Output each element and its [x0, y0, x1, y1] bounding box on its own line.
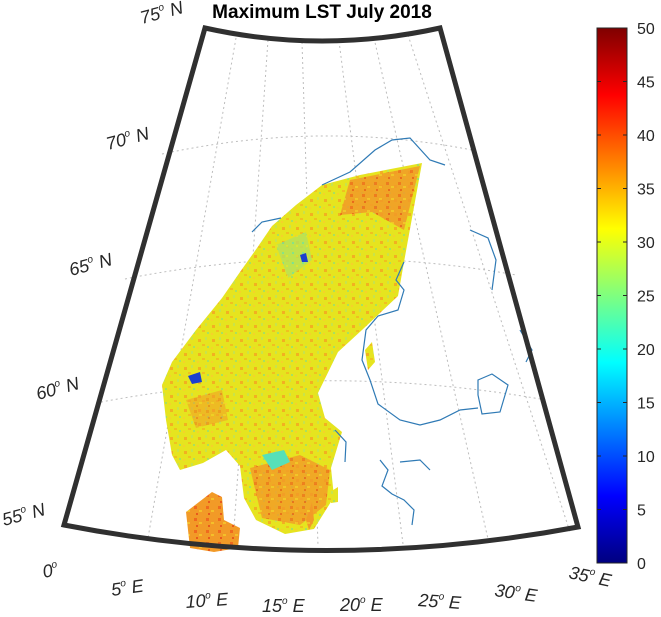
- map-frame: [60, 25, 582, 553]
- lst-cold-spot-2: [188, 372, 202, 384]
- colorbar-tick-label: 25: [637, 289, 655, 306]
- lst-cool-mountains: [276, 232, 312, 278]
- svg-text:20o E: 20o E: [339, 595, 384, 615]
- map-title: Maximum LST July 2018: [212, 2, 432, 23]
- lon-label-0: 0o: [41, 559, 61, 582]
- lst-denmark: [186, 492, 240, 552]
- lon-label-15: 15o E: [262, 596, 306, 616]
- colorbar-tick-label: 30: [637, 235, 655, 252]
- colorbar-tick-label: 50: [637, 21, 655, 38]
- lst-raster: [162, 163, 422, 552]
- svg-text:70o N: 70o N: [104, 123, 152, 154]
- lst-gotland: [330, 487, 338, 503]
- svg-text:65o N: 65o N: [67, 249, 115, 280]
- latitude-labels: 75o N 70o N 65o N 60o N 55o N: [0, 0, 186, 530]
- svg-text:75o N: 75o N: [138, 0, 186, 28]
- colorbar-tick-label: 40: [637, 128, 655, 145]
- lat-label-75: 75o N: [138, 0, 186, 28]
- colorbar-tick-label: 45: [637, 75, 655, 92]
- colorbar: 0 5 10 15 20 25 30 35 40 45 50: [596, 21, 655, 573]
- colorbar-tick-label: 20: [637, 342, 655, 359]
- svg-text:30o E: 30o E: [493, 580, 539, 606]
- lon-label-25: 25o E: [417, 590, 463, 613]
- svg-text:0o: 0o: [41, 559, 61, 582]
- lst-cold-spot-1: [300, 253, 308, 262]
- colorbar-tick-label: 35: [637, 182, 655, 199]
- lon-label-35: 35o E: [567, 562, 614, 591]
- colorbar-tick-label: 5: [637, 503, 646, 520]
- lat-label-65: 65o N: [67, 249, 115, 280]
- lst-scandinavia: [162, 163, 422, 534]
- svg-text:15o E: 15o E: [262, 596, 306, 616]
- lst-cool-lakes: [262, 450, 290, 470]
- colorbar-tick-label: 15: [637, 396, 655, 413]
- lst-warm-north: [340, 166, 420, 230]
- lon-label-20: 20o E: [339, 595, 384, 615]
- svg-text:55o N: 55o N: [0, 499, 48, 530]
- svg-text:60o N: 60o N: [34, 373, 82, 404]
- lst-warm-west: [186, 390, 228, 428]
- lon-label-30: 30o E: [493, 580, 539, 606]
- colorbar-tick-label: 10: [637, 449, 655, 466]
- lat-label-70: 70o N: [104, 123, 152, 154]
- colorbar-ticks: 0 5 10 15 20 25 30 35 40 45 50: [597, 21, 655, 573]
- lon-label-10: 10o E: [185, 589, 230, 612]
- lst-oland: [306, 502, 314, 530]
- lst-warm-south: [250, 455, 330, 525]
- longitude-labels: 0o 5o E 10o E 15o E 20o E 25o E 30o E 35…: [41, 559, 614, 616]
- lon-label-5: 5o E: [110, 575, 146, 599]
- svg-text:10o E: 10o E: [185, 589, 230, 612]
- colorbar-gradient: [596, 27, 628, 564]
- lat-label-55: 55o N: [0, 499, 48, 530]
- svg-text:5o E: 5o E: [110, 575, 146, 599]
- svg-text:35o E: 35o E: [567, 562, 614, 591]
- lat-label-60: 60o N: [34, 373, 82, 404]
- colorbar-tick-label: 0: [637, 556, 646, 573]
- lst-aland: [365, 342, 375, 370]
- svg-text:25o E: 25o E: [417, 590, 463, 613]
